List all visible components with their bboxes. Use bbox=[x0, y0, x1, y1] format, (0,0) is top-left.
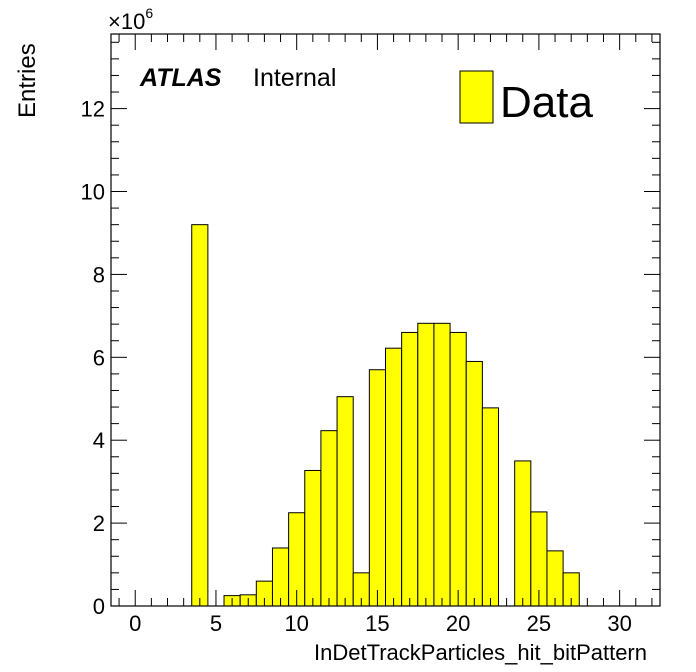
x-tick-label: 30 bbox=[607, 611, 631, 636]
histogram-bar bbox=[385, 347, 403, 607]
y-tick-label: 2 bbox=[93, 511, 105, 536]
x-tick-label: 10 bbox=[284, 611, 308, 636]
y-axis-title: Entries bbox=[14, 43, 41, 118]
y-tick-label: 10 bbox=[81, 180, 105, 205]
histogram-bar bbox=[465, 360, 483, 607]
histogram-bar bbox=[417, 322, 435, 607]
histogram-bar bbox=[320, 430, 338, 607]
histogram-bar bbox=[546, 550, 564, 607]
x-tick-label: 25 bbox=[527, 611, 551, 636]
legend-label: Data bbox=[500, 78, 593, 127]
histogram-bars bbox=[191, 224, 580, 607]
axis-tick-labels: 0 5 10 15 20 25 30 0 2 4 6 8 10 12 bbox=[81, 97, 632, 636]
x-tick-label: 0 bbox=[129, 611, 141, 636]
histogram-bar bbox=[304, 469, 322, 607]
axis-ticks bbox=[111, 34, 660, 607]
y-tick-label: 4 bbox=[93, 428, 105, 453]
y-tick-label: 0 bbox=[93, 594, 105, 619]
x-axis-title: InDetTrackParticles_hit_bitPattern bbox=[314, 640, 647, 665]
histogram-bar bbox=[401, 331, 419, 607]
histogram-bar bbox=[481, 407, 500, 607]
y-tick-label: 8 bbox=[93, 262, 105, 287]
x-tick-label: 5 bbox=[210, 611, 222, 636]
histogram-bar bbox=[514, 460, 532, 607]
x-tick-label: 20 bbox=[446, 611, 470, 636]
histogram-bar bbox=[449, 331, 467, 607]
histogram-bar bbox=[336, 396, 354, 607]
legend-swatch bbox=[459, 70, 494, 124]
internal-label: Internal bbox=[253, 64, 336, 92]
plot-frame bbox=[110, 33, 661, 607]
y-tick-label: 6 bbox=[93, 345, 105, 370]
histogram-bar bbox=[191, 224, 209, 607]
histogram-bar bbox=[271, 547, 290, 607]
histogram-bar bbox=[433, 322, 451, 607]
atlas-label: ATLAS bbox=[139, 64, 222, 92]
y-tick-label: 12 bbox=[81, 97, 105, 122]
histogram-bar bbox=[368, 369, 386, 607]
y-scale-factor: ×106 bbox=[108, 5, 153, 34]
x-tick-label: 15 bbox=[365, 611, 389, 636]
